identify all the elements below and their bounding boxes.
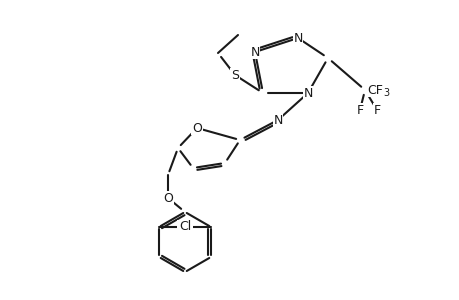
Text: N: N [250, 46, 259, 59]
Text: 3: 3 [382, 88, 388, 98]
Text: O: O [162, 191, 173, 205]
Text: CF: CF [366, 83, 382, 97]
Text: O: O [192, 122, 202, 134]
Text: S: S [230, 68, 239, 82]
Text: N: N [293, 32, 302, 44]
Text: F: F [373, 103, 380, 116]
Text: F: F [356, 103, 363, 116]
Text: Cl: Cl [179, 220, 191, 233]
Text: N: N [302, 86, 312, 100]
Text: Cl: Cl [178, 220, 190, 233]
Text: N: N [273, 113, 282, 127]
